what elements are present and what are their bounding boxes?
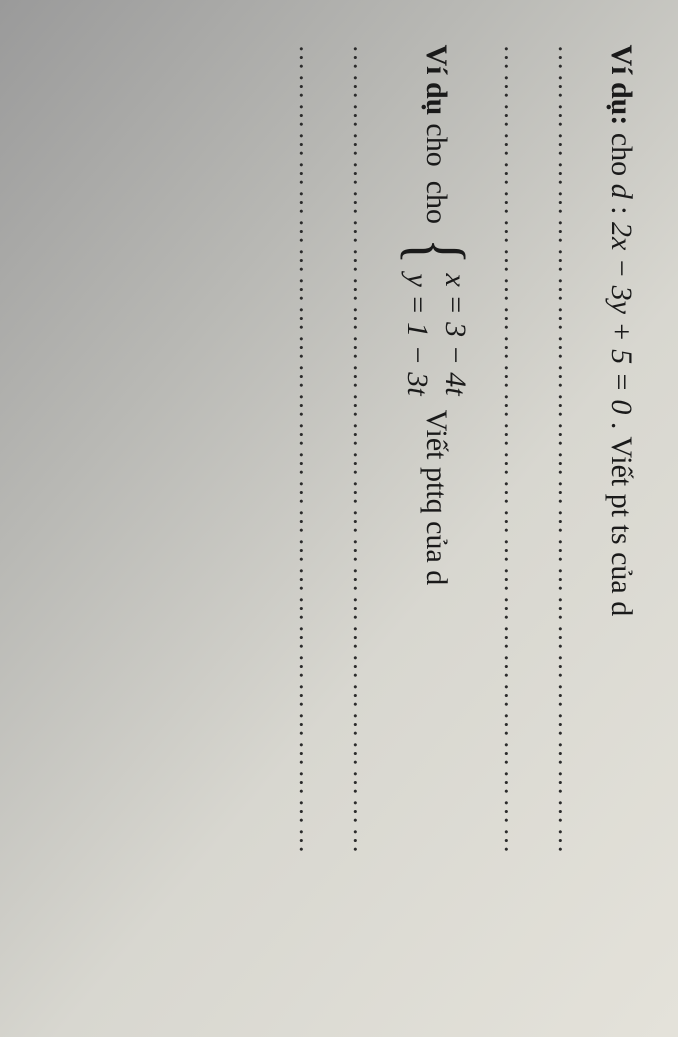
case2-rhs: 1 − 3t [402, 322, 435, 396]
example1-equation: 2x − 3y + 5 = 0 [605, 222, 638, 414]
example2-label: Ví dụ [420, 44, 454, 115]
case2: y = 1 − 3t [399, 273, 437, 395]
example2-prefix2: cho [420, 180, 454, 223]
example2-line: Ví dụ cho cho { x = 3 − 4t y = 1 − 3t Vi… [399, 44, 474, 993]
page-content: Ví dụ: cho d : 2x − 3y + 5 = 0 . Viết pt… [0, 0, 678, 1037]
case1-rhs: 3 − 4t [439, 322, 472, 396]
case2-lhs: y [402, 273, 435, 286]
example1-task: Viết pt ts của d [605, 436, 638, 616]
case1-lhs: x [439, 273, 472, 286]
dotted-line: ………………………………………………………………………… [293, 44, 323, 993]
example1-line: Ví dụ: cho d : 2x − 3y + 5 = 0 . Viết pt… [604, 44, 638, 993]
example1-label: Ví dụ: [605, 44, 638, 125]
case1: x = 3 − 4t [437, 273, 475, 395]
cases: x = 3 − 4t y = 1 − 3t [399, 273, 474, 395]
left-brace: { [401, 237, 471, 263]
dotted-line: ………………………………………………………………………… [552, 44, 582, 993]
example2-prefix1: cho [420, 123, 454, 166]
dotted-line: ………………………………………………………………………… [347, 44, 377, 993]
colon: : [605, 206, 638, 214]
equals: = [402, 294, 435, 322]
dotted-line: ………………………………………………………………………… [498, 44, 528, 993]
example2-task: Viết pttq của d [420, 409, 454, 585]
cases-block: { x = 3 − 4t y = 1 − 3t [399, 230, 474, 396]
period: . [605, 421, 638, 429]
example1-var: d [605, 183, 638, 198]
equals: = [439, 294, 472, 322]
example1-prefix: cho [605, 132, 638, 175]
